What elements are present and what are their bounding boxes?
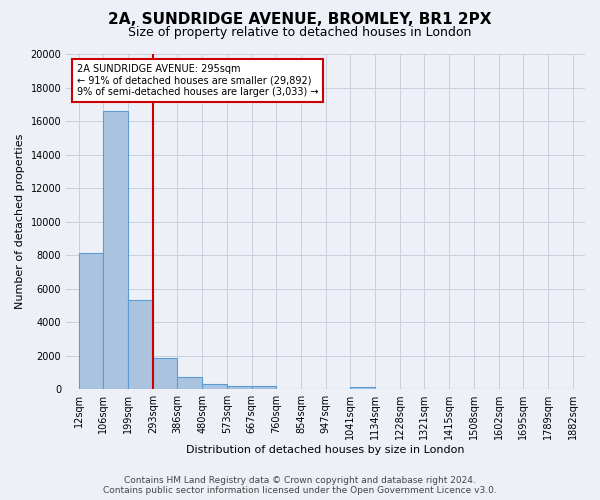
Text: Size of property relative to detached houses in London: Size of property relative to detached ho… (128, 26, 472, 39)
Text: Contains HM Land Registry data © Crown copyright and database right 2024.
Contai: Contains HM Land Registry data © Crown c… (103, 476, 497, 495)
Bar (79, 254, 103, 389)
Bar (128, 300, 153, 389)
Bar (251, 386, 276, 389)
Bar (178, 376, 202, 389)
Bar (153, 358, 178, 389)
Bar (350, 386, 375, 389)
Bar (103, 111, 128, 389)
Y-axis label: Number of detached properties: Number of detached properties (15, 134, 25, 309)
Text: 2A, SUNDRIDGE AVENUE, BROMLEY, BR1 2PX: 2A, SUNDRIDGE AVENUE, BROMLEY, BR1 2PX (108, 12, 492, 28)
Bar (202, 384, 227, 389)
Bar (227, 386, 251, 389)
X-axis label: Distribution of detached houses by size in London: Distribution of detached houses by size … (187, 445, 465, 455)
Text: 2A SUNDRIDGE AVENUE: 295sqm
← 91% of detached houses are smaller (29,892)
9% of : 2A SUNDRIDGE AVENUE: 295sqm ← 91% of det… (77, 64, 318, 98)
